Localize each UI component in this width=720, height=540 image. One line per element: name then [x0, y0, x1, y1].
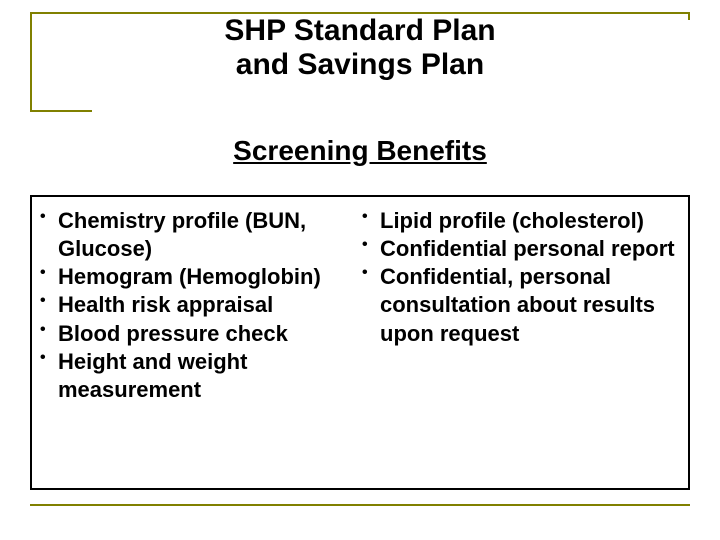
- list-item: Height and weight measurement: [38, 348, 360, 404]
- list-item: Hemogram (Hemoglobin): [38, 263, 360, 291]
- list-item: Health risk appraisal: [38, 291, 360, 319]
- list-item: Blood pressure check: [38, 320, 360, 348]
- right-column: Lipid profile (cholesterol) Confidential…: [360, 207, 682, 478]
- title-line-1: SHP Standard Plan: [0, 14, 720, 48]
- bottom-decorative-line: [30, 504, 690, 506]
- list-item: Confidential personal report: [360, 235, 682, 263]
- title-line-2: and Savings Plan: [0, 48, 720, 82]
- slide-subtitle: Screening Benefits: [0, 135, 720, 167]
- list-item: Lipid profile (cholesterol): [360, 207, 682, 235]
- content-box: Chemistry profile (BUN, Glucose) Hemogra…: [30, 195, 690, 490]
- list-item: Chemistry profile (BUN, Glucose): [38, 207, 360, 263]
- slide-title: SHP Standard Plan and Savings Plan: [0, 14, 720, 82]
- right-bullet-list: Lipid profile (cholesterol) Confidential…: [360, 207, 682, 348]
- left-bullet-list: Chemistry profile (BUN, Glucose) Hemogra…: [38, 207, 360, 404]
- slide: SHP Standard Plan and Savings Plan Scree…: [0, 0, 720, 540]
- left-column: Chemistry profile (BUN, Glucose) Hemogra…: [38, 207, 360, 478]
- list-item: Confidential, personal consultation abou…: [360, 263, 682, 347]
